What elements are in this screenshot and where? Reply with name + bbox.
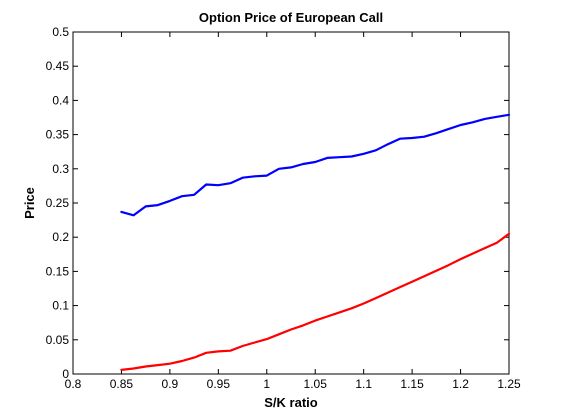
- x-tick-label: 0.9: [162, 377, 179, 391]
- y-tick-label: 0.25: [46, 196, 70, 210]
- y-tick-label: 0.35: [46, 128, 70, 142]
- x-tick-label: 1.1: [355, 377, 372, 391]
- y-axis-title: Price: [22, 187, 37, 219]
- x-tick-label: 1.05: [304, 377, 328, 391]
- x-tick-label: 0.95: [207, 377, 231, 391]
- y-tick-label: 0.45: [46, 59, 70, 73]
- y-axis-ticks: 0 0.05 0.1 0.15 0.2 0.25 0.3 0.35 0.4 0.45 0.5: [46, 25, 509, 381]
- y-tick-label: 0.05: [46, 333, 70, 347]
- y-tick-label: 0.4: [52, 93, 69, 107]
- plot-area: [72, 31, 510, 375]
- x-axis-title: S/K ratio: [264, 395, 318, 410]
- series-layer: [120, 113, 511, 371]
- x-tick-label: 1.2: [452, 377, 469, 391]
- y-tick-label: 0.3: [52, 162, 69, 176]
- series-line-red: [120, 232, 511, 371]
- x-tick-label: 0.85: [110, 377, 134, 391]
- y-tick-label: 0: [62, 367, 69, 381]
- chart-title: Option Price of European Call: [199, 10, 383, 25]
- x-tick-label: 1: [263, 377, 270, 391]
- y-tick-label: 0.2: [52, 230, 69, 244]
- x-axis-ticks: 0.8 0.85 0.9 0.95 1 1.05 1.1 1.15 1.2 1.25: [65, 32, 521, 391]
- x-tick-label: 0.8: [65, 377, 82, 391]
- series-line-blue: [120, 113, 511, 217]
- x-tick-label: 1.15: [400, 377, 424, 391]
- y-tick-label: 0.1: [52, 299, 69, 313]
- x-tick-label: 1.25: [497, 377, 521, 391]
- y-tick-label: 0.15: [46, 264, 70, 278]
- y-tick-label: 0.5: [52, 25, 69, 39]
